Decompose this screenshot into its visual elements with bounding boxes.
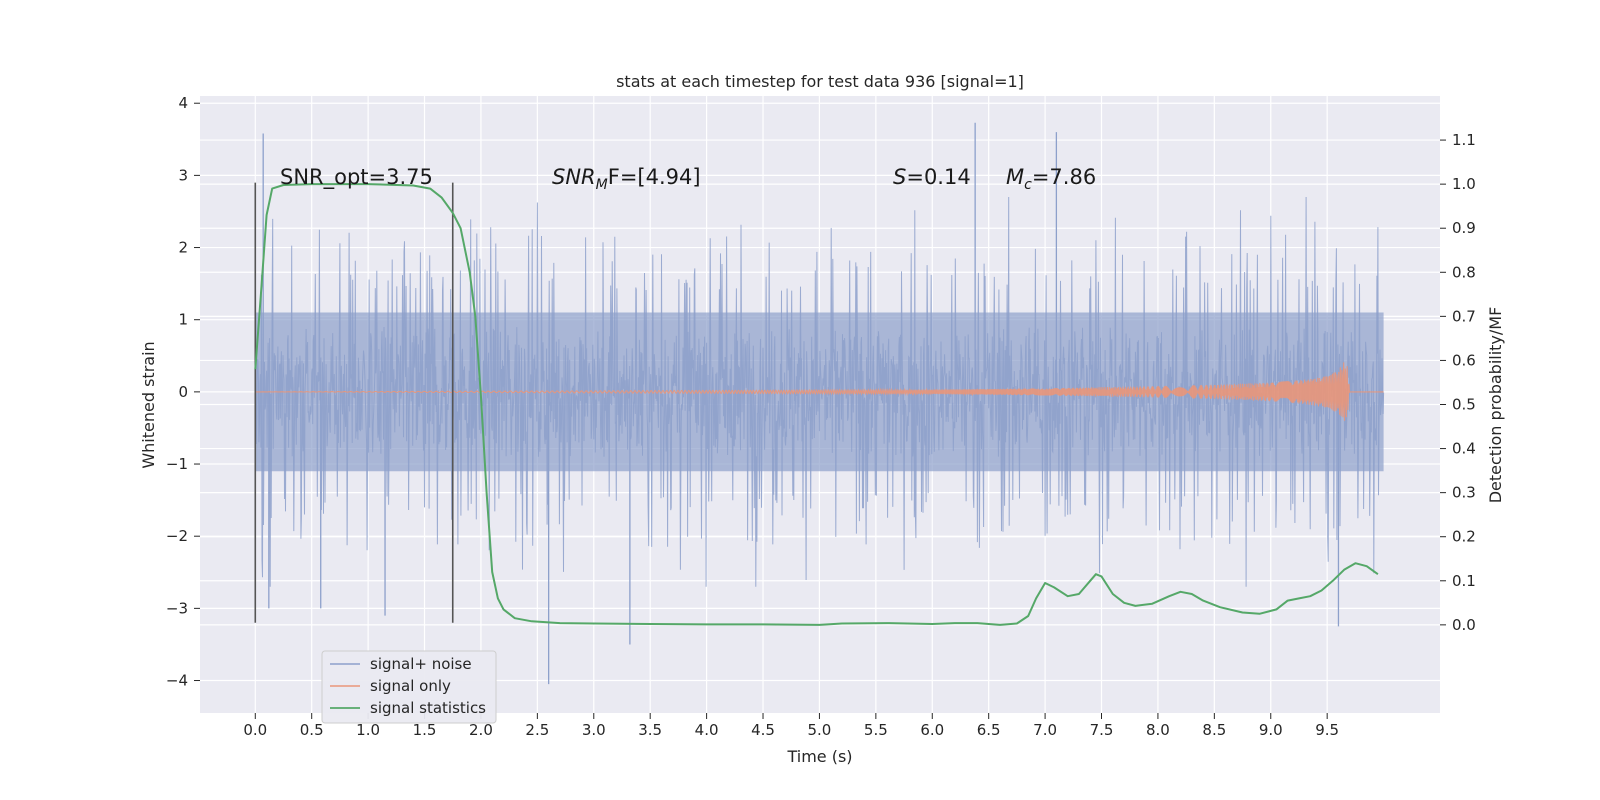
x-tick-label: 1.0 <box>356 721 380 739</box>
x-tick-label: 0.5 <box>300 721 324 739</box>
y-left-tick-label: 2 <box>178 239 188 257</box>
y-right-tick-label: 0.4 <box>1452 440 1476 458</box>
y-right-tick-label: 0.6 <box>1452 351 1476 369</box>
legend-box <box>321 650 497 724</box>
x-tick-label: 7.5 <box>1090 721 1114 739</box>
x-tick-label: 2.0 <box>469 721 493 739</box>
y-left-tick-label: 3 <box>178 166 188 184</box>
legend: signal+ noise signal only signal statist… <box>321 650 497 724</box>
chart-title: stats at each timestep for test data 936… <box>616 72 1024 91</box>
x-tick-label: 3.5 <box>638 721 662 739</box>
x-tick-label: 6.0 <box>920 721 944 739</box>
legend-label-signal: signal only <box>370 677 451 695</box>
tick-labels: 0.0 0.5 1.0 1.5 2.0 2.5 3.0 3.5 4.0 4.5 5.0 5.5 6.0 6… <box>166 94 1476 739</box>
y-left-tick-label: −4 <box>166 672 188 690</box>
x-tick-label: 6.5 <box>977 721 1001 739</box>
y-axis-left-label: Whitened strain <box>139 341 158 468</box>
y-left-tick-label: −2 <box>166 527 188 545</box>
x-tick-label: 8.0 <box>1146 721 1170 739</box>
x-tick-label: 1.5 <box>413 721 437 739</box>
legend-label-noise: signal+ noise <box>370 655 472 673</box>
x-tick-label: 4.5 <box>751 721 775 739</box>
annotation-mc: Mc=7.86 <box>1006 165 1096 193</box>
x-tick-label: 7.0 <box>1033 721 1057 739</box>
annotation-snr-mf: SNRMF=[4.94] <box>552 165 701 193</box>
y-right-tick-label: 0.3 <box>1452 484 1476 502</box>
x-tick-label: 4.0 <box>695 721 719 739</box>
y-right-tick-label: 0.2 <box>1452 528 1476 546</box>
y-right-tick-label: 0.0 <box>1452 616 1476 634</box>
y-right-tick-label: 0.7 <box>1452 307 1476 325</box>
signal-statistics-series <box>254 183 1379 626</box>
vertical-markers <box>254 182 454 623</box>
x-tick-label: 9.5 <box>1315 721 1339 739</box>
y-left-tick-label: −3 <box>166 599 188 617</box>
annotation-s: S=0.14 <box>893 165 971 189</box>
y-right-tick-label: 0.1 <box>1452 572 1476 590</box>
y-right-tick-label: 0.5 <box>1452 396 1476 414</box>
y-left-tick-label: 1 <box>178 311 188 329</box>
y-right-tick-label: 1.0 <box>1452 175 1476 193</box>
x-tick-label: 5.0 <box>808 721 832 739</box>
y-left-tick-label: 0 <box>178 383 188 401</box>
x-axis-label: Time (s) <box>786 747 852 766</box>
annotation-snr-opt: SNR_opt=3.75 <box>280 165 433 190</box>
signal-statistics-line <box>254 183 1379 626</box>
x-tick-label: 3.0 <box>582 721 606 739</box>
y-axis-right-label: Detection probability/MF <box>1486 307 1505 504</box>
signal-only-trace <box>255 362 1384 421</box>
signal-only-series <box>255 362 1384 421</box>
x-tick-label: 2.5 <box>525 721 549 739</box>
x-tick-label: 9.0 <box>1259 721 1283 739</box>
y-right-tick-label: 0.9 <box>1452 219 1476 237</box>
y-right-tick-label: 0.8 <box>1452 263 1476 281</box>
y-left-tick-label: 4 <box>178 94 188 112</box>
x-tick-label: 5.5 <box>864 721 888 739</box>
legend-label-statistics: signal statistics <box>370 699 486 717</box>
y-right-tick-label: 1.1 <box>1452 131 1476 149</box>
y-left-tick-label: −1 <box>166 455 188 473</box>
x-tick-label: 0.0 <box>243 721 267 739</box>
x-tick-label: 8.5 <box>1202 721 1226 739</box>
